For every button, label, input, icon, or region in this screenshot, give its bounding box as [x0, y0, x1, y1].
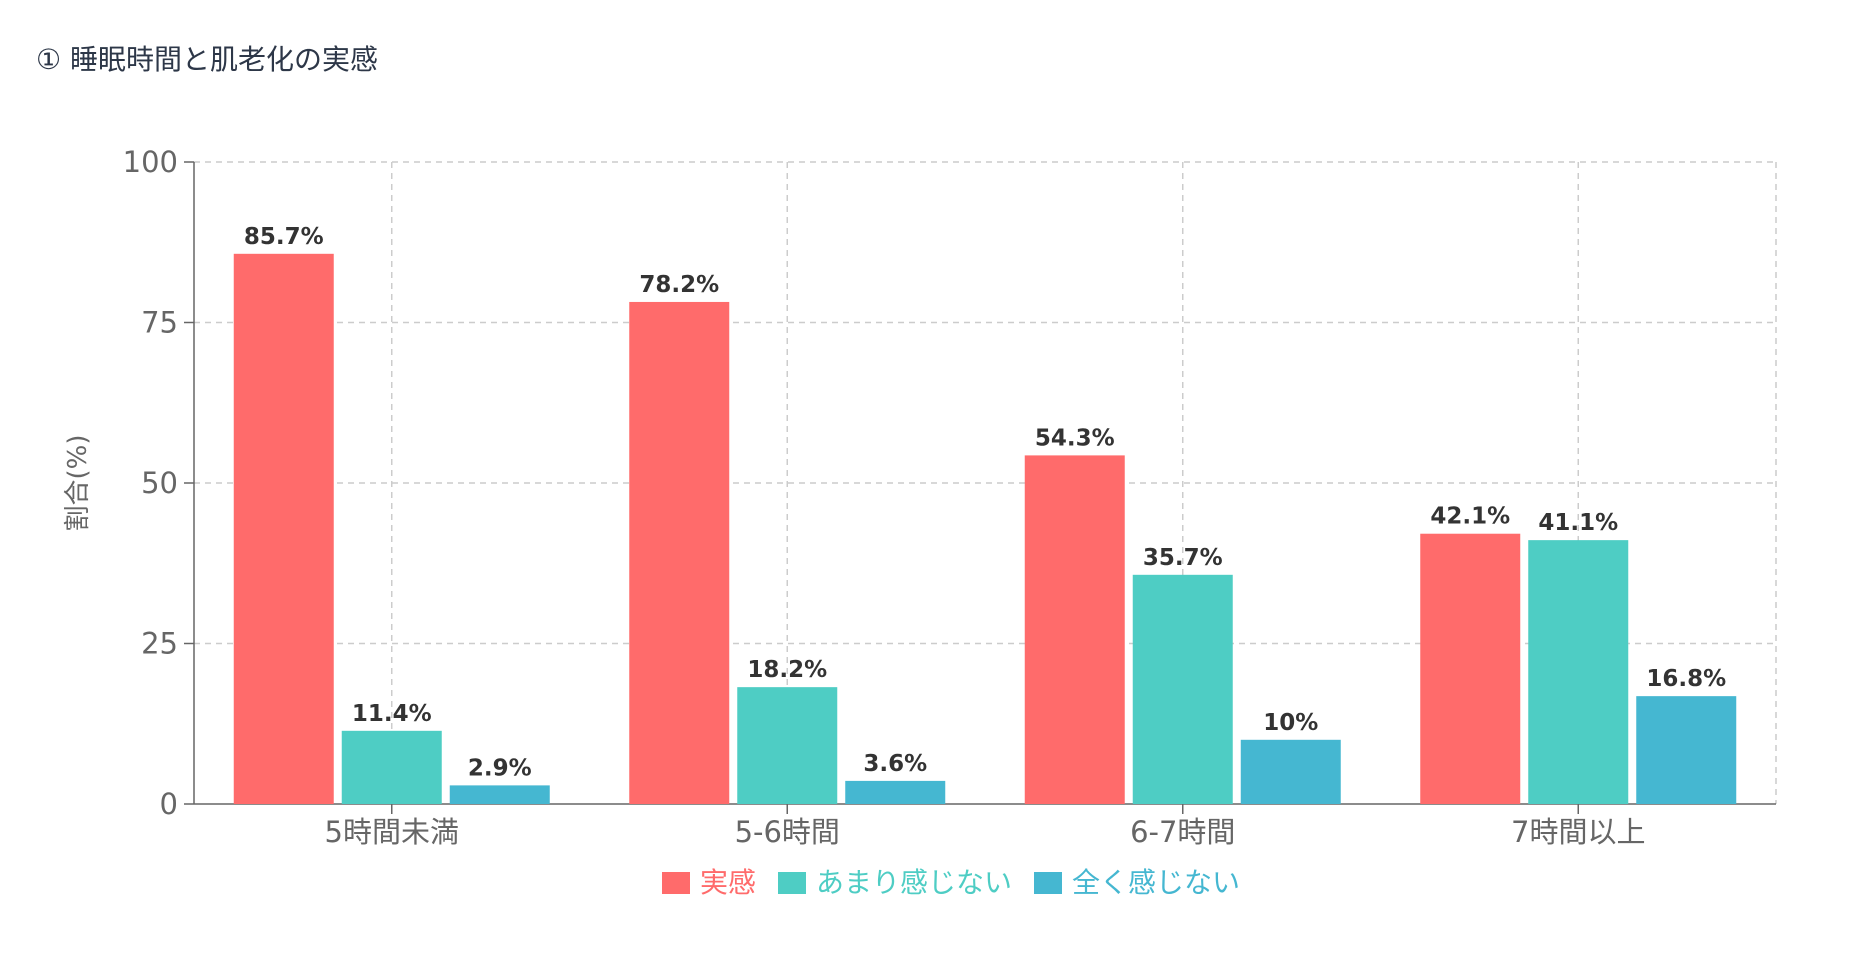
bar-3[interactable]: [1636, 696, 1737, 804]
data-label: 3.6%: [863, 751, 927, 777]
bar-3[interactable]: [1240, 739, 1341, 804]
data-label: 2.9%: [468, 755, 532, 781]
y-tick-label: 75: [141, 306, 178, 340]
legend-swatch-2[interactable]: [778, 872, 806, 894]
bar-2[interactable]: [737, 687, 838, 804]
data-label: 78.2%: [639, 272, 719, 298]
y-tick-label: 50: [141, 466, 178, 500]
data-label: 10%: [1263, 710, 1318, 736]
data-label: 54.3%: [1035, 425, 1115, 451]
data-label: 11.4%: [352, 701, 432, 727]
data-label: 85.7%: [244, 224, 324, 250]
bar-2[interactable]: [1528, 540, 1629, 804]
legend-label-1[interactable]: 実感: [700, 866, 756, 899]
legend-swatch-3[interactable]: [1034, 872, 1062, 894]
x-tick-label: 6-7時間: [1130, 815, 1235, 849]
y-tick-label: 25: [141, 627, 178, 661]
bar-2[interactable]: [341, 730, 442, 804]
data-label: 18.2%: [747, 657, 827, 683]
data-label: 42.1%: [1430, 504, 1510, 530]
data-label: 35.7%: [1143, 545, 1223, 571]
bar-1[interactable]: [1420, 533, 1521, 804]
x-tick-label: 5時間未満: [325, 815, 459, 849]
bar-1[interactable]: [233, 253, 334, 804]
data-label: 41.1%: [1538, 510, 1618, 536]
bar-3[interactable]: [845, 780, 946, 804]
bar-2[interactable]: [1132, 574, 1233, 804]
x-tick-label: 7時間以上: [1511, 815, 1645, 849]
bar-1[interactable]: [629, 301, 730, 804]
y-axis-title: 割合(%): [63, 435, 93, 532]
legend-label-3[interactable]: 全く感じない: [1072, 866, 1240, 899]
y-tick-label: 0: [160, 787, 178, 821]
legend-swatch-1[interactable]: [662, 872, 690, 894]
bar-1[interactable]: [1024, 455, 1125, 804]
y-tick-label: 100: [123, 145, 178, 179]
chart-title: ① 睡眠時間と肌老化の実感: [36, 43, 379, 76]
x-tick-label: 5-6時間: [735, 815, 840, 849]
legend-label-2[interactable]: あまり感じない: [816, 866, 1012, 899]
data-label: 16.8%: [1646, 666, 1726, 692]
bar-3[interactable]: [449, 785, 550, 804]
